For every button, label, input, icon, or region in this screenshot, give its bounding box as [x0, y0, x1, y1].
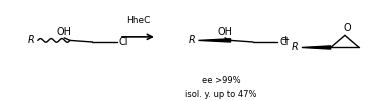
Text: Cl: Cl	[118, 37, 128, 47]
Text: OH: OH	[57, 27, 72, 37]
Text: R: R	[292, 42, 299, 53]
Text: Cl: Cl	[279, 37, 288, 47]
Text: OH: OH	[217, 27, 232, 37]
Polygon shape	[302, 46, 331, 49]
Text: ee >99%: ee >99%	[202, 76, 240, 85]
Text: HheC: HheC	[126, 16, 150, 25]
Polygon shape	[198, 39, 231, 42]
Text: R: R	[28, 35, 35, 45]
Text: isol. y. up to 47%: isol. y. up to 47%	[185, 90, 257, 99]
Text: O: O	[343, 23, 351, 33]
Text: +: +	[281, 35, 290, 45]
Text: R: R	[189, 35, 195, 45]
